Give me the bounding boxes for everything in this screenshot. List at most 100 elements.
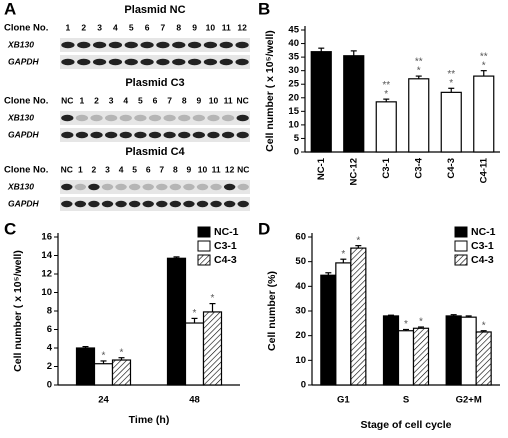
blot-band (128, 200, 141, 208)
clone-header: Clone No. (4, 165, 48, 176)
blot-band (134, 114, 147, 122)
panel-label: D (258, 219, 270, 238)
bar (75, 347, 96, 386)
significance-mark: * (417, 66, 421, 77)
bar (475, 331, 492, 386)
blot-band (105, 114, 118, 122)
clone-number: 2 (92, 164, 97, 174)
blot-band (134, 131, 147, 139)
clone-number: 7 (161, 22, 166, 32)
clone-number: 6 (153, 95, 158, 105)
x-tick-label: NC-1 (316, 157, 327, 180)
clone-number: 8 (173, 164, 178, 174)
clone-number: 8 (182, 95, 187, 105)
clone-number: 5 (138, 95, 143, 105)
x-tick-label: C4-11 (478, 157, 489, 183)
clone-number: 12 (225, 164, 235, 174)
significance-mark: ** (480, 51, 488, 62)
blot-band (221, 114, 235, 122)
y-tick-label: 25 (288, 79, 299, 90)
blot-band (142, 183, 154, 191)
blot-band (77, 58, 91, 66)
y-axis-label: Cell number (%) (266, 271, 278, 351)
clone-header: Clone No. (4, 23, 48, 34)
blot-strip (60, 55, 250, 69)
blot-band (140, 58, 154, 66)
legend-swatch (197, 254, 211, 266)
blot-title: Plasmid C3 (125, 77, 184, 89)
legend-label: NC-1 (214, 226, 239, 238)
clone-number: 10 (198, 164, 208, 174)
bar (343, 55, 365, 153)
y-tick-label: 45 (288, 25, 299, 36)
blot-band (128, 183, 141, 191)
clone-number: NC (237, 164, 249, 174)
blot-band (75, 114, 89, 122)
clone-number: 1 (66, 22, 71, 32)
y-tick-label: 0 (301, 380, 306, 391)
y-tick-label: 0 (294, 147, 299, 158)
y-tick-label: 16 (41, 232, 52, 243)
blot-band (192, 131, 205, 139)
blot-band (235, 41, 249, 49)
bar (408, 78, 430, 153)
significance-mark: * (419, 317, 423, 328)
y-tick-label: 10 (295, 355, 306, 366)
y-tick-label: 4 (47, 343, 53, 354)
x-tick-label: G2+M (456, 395, 482, 406)
y-tick-label: 20 (288, 92, 299, 103)
y-tick-label: 10 (288, 119, 299, 130)
clone-number: 5 (129, 22, 134, 32)
clone-number: 2 (94, 95, 99, 105)
y-tick-label: 15 (288, 106, 299, 117)
significance-mark: * (449, 78, 453, 89)
blot-strip (60, 180, 250, 194)
significance-mark: ** (447, 69, 455, 80)
blot-strip (60, 197, 250, 211)
blot-band (101, 183, 114, 191)
blot-band (187, 41, 202, 49)
y-tick-label: 60 (295, 232, 306, 243)
row-label: GAPDH (8, 56, 40, 66)
clone-number: NC (61, 95, 73, 105)
blot-title: Plasmid C4 (125, 146, 185, 158)
blot-band (61, 114, 74, 122)
bar (320, 274, 337, 386)
x-tick-label: C3-4 (413, 157, 424, 178)
clone-number: 3 (109, 95, 114, 105)
clone-number: 9 (187, 164, 192, 174)
significance-mark: * (384, 89, 388, 100)
x-tick-label: G1 (337, 395, 350, 406)
blot-band (219, 58, 233, 66)
blot-band (207, 114, 220, 122)
significance-mark: * (211, 293, 215, 304)
clone-number: 3 (105, 164, 110, 174)
blot-band (108, 41, 123, 49)
clone-number: 11 (224, 95, 233, 105)
x-tick-label: S (403, 395, 409, 406)
significance-mark: * (482, 320, 486, 331)
y-tick-label: 30 (295, 306, 306, 317)
blot-band (223, 183, 236, 191)
blot-band (88, 183, 100, 191)
significance-mark: * (193, 308, 197, 319)
blot-band (75, 131, 89, 139)
blot-band (90, 131, 103, 139)
y-tick-label: 5 (294, 133, 300, 144)
y-tick-label: 14 (41, 250, 52, 261)
legend-swatch (197, 240, 211, 252)
clone-number: 7 (167, 95, 172, 105)
y-tick-label: 30 (288, 65, 299, 76)
x-axis-label: Time (h) (129, 414, 170, 426)
blot-band (119, 114, 132, 122)
bar (350, 247, 367, 386)
blot-band (207, 131, 220, 139)
bar (412, 327, 430, 386)
blot-band (124, 41, 138, 49)
blot-band (61, 183, 73, 191)
blot-band (61, 58, 75, 66)
bar (335, 262, 352, 386)
blot-band (172, 41, 186, 49)
blot-band (61, 131, 74, 139)
